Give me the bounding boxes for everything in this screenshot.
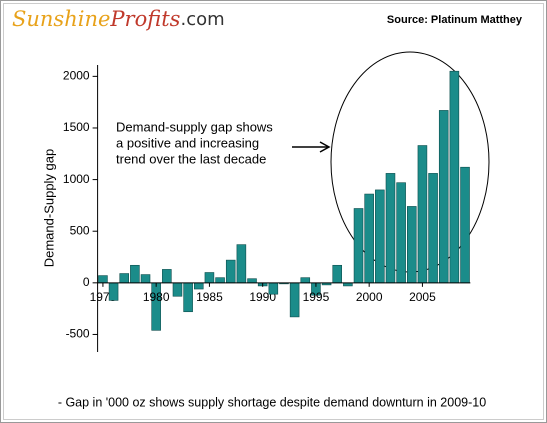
bar [268,282,279,295]
annotation: trend over the last decade [116,151,266,166]
x-tick-label: 1980 [143,290,170,304]
bar [428,173,438,284]
bar [140,274,151,284]
annotation: a positive and increasing [116,135,259,150]
bar [119,273,129,284]
bar [108,282,119,301]
bar [172,282,183,297]
logo-part: .com [180,9,224,30]
y-tick-label: 0 [83,275,90,289]
y-axis-label: Demand-Supply gap [41,149,56,268]
bar [162,269,172,284]
y-tick-label: 1000 [63,172,90,186]
source: Source: Platinum Matthey [387,14,523,26]
logo-part: Profits [109,7,180,31]
x-tick-label: 1995 [303,290,330,304]
bar [236,244,247,284]
bar [407,206,417,284]
bar [460,166,470,284]
bar [385,173,396,284]
x-tick-label: 2005 [409,290,436,304]
bar [332,264,342,284]
bar [417,145,428,284]
bar [194,282,204,290]
bar [364,193,374,284]
y-tick-label: 2000 [63,69,90,83]
y-tick-label: 1500 [63,120,90,134]
logo-part: Sunshine [12,7,110,31]
y-tick-label: 500 [70,223,90,237]
annotation: Demand-supply gap shows [116,119,273,134]
bar [247,278,257,284]
bar [396,182,406,284]
bar [438,110,449,284]
caption: - Gap in '000 oz shows supply shortage d… [58,395,486,409]
arrow-head [319,141,331,153]
bar [289,282,300,318]
bar [449,70,460,284]
inner-frame [3,3,544,420]
y-tick-label: -500 [66,327,90,341]
bar [215,277,225,284]
bar [183,282,193,313]
bar [375,189,385,284]
bar [353,208,364,284]
logo: SunshineProfits.com [12,7,225,31]
bar [225,259,236,284]
bar [130,264,140,284]
bar [98,275,108,284]
x-tick-label: 2000 [356,290,383,304]
bar [204,272,215,284]
x-tick-label: 1985 [196,290,223,304]
bar [300,277,311,284]
